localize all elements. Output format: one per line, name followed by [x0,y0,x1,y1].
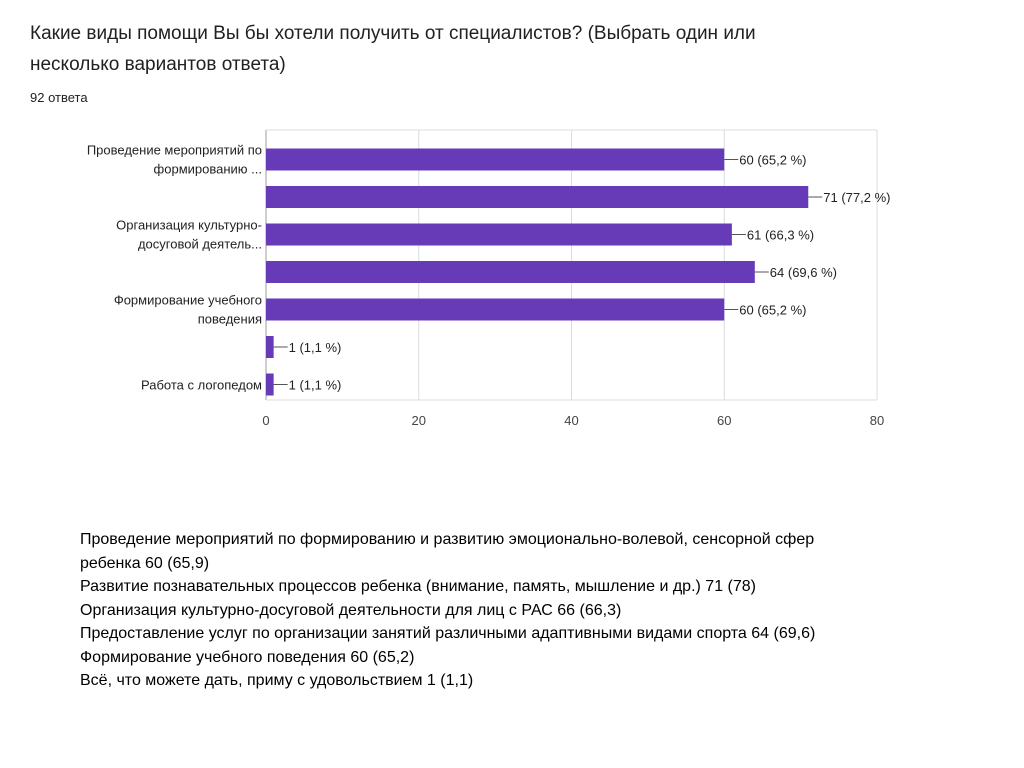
note-line: ребенка 60 (65,9) [80,554,210,572]
title-line-2: несколько вариантов ответа) [30,54,286,75]
note-line: Проведение мероприятий по формированию и… [80,531,815,548]
value-label: 60 (65,2 %) [739,153,806,168]
bar [266,336,274,358]
x-tick-label: 60 [717,413,731,428]
category-label: поведения [198,312,262,327]
chart-title: Какие виды помощи Вы бы хотели получить … [30,18,890,80]
x-tick-label: 20 [412,413,426,428]
category-label: досуговой деятель... [138,237,262,252]
note-line: Формирование учебного поведения 60 (65,2… [80,648,415,666]
note-line: Предоставление услуг по организации заня… [80,625,816,642]
x-tick-label: 40 [564,413,578,428]
x-tick-label: 0 [262,413,269,428]
response-count: 92 ответа [30,90,88,105]
note-line: Развитие познавательных процессов ребенк… [80,578,756,595]
category-label: формированию ... [154,162,262,177]
bar [266,373,274,396]
bars [266,148,809,396]
value-label: 64 (69,6 %) [770,265,837,280]
title-line-1: Какие виды помощи Вы бы хотели получить … [30,23,756,44]
value-label: 60 (65,2 %) [739,303,806,318]
note-line: Всё, что можете дать, приму с удовольств… [80,672,474,689]
bar [266,298,725,321]
category-label: Формирование учебного [114,293,262,308]
value-label: 71 (77,2 %) [823,190,890,205]
x-tick-label: 80 [870,413,884,428]
bar-chart: 0 20 40 60 80 60 (65,2 %) Проведение мероприят… [87,129,891,429]
labels: 0 20 40 60 80 60 (65,2 %) Проведение мероприят… [87,143,891,429]
notes-block: Проведение мероприятий по формированию и… [80,528,960,693]
category-label: Организация культурно- [116,218,262,233]
grid-lines [265,129,878,401]
category-label: Работа с логопедом [141,378,262,393]
bar [266,261,755,283]
note-line: Организация культурно-досуговой деятельн… [80,601,622,619]
category-label: Проведение мероприятий по [87,143,262,158]
bar [266,148,725,171]
bar [266,186,809,208]
bar [266,223,732,246]
value-label: 1 (1,1 %) [289,378,342,393]
value-label: 1 (1,1 %) [289,340,342,355]
value-label: 61 (66,3 %) [747,228,814,243]
